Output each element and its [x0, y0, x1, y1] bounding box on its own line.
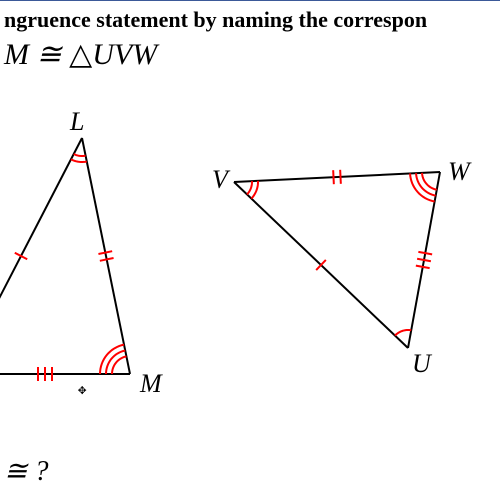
header-text: ngruence statement by naming the corresp…: [0, 1, 500, 33]
congruence-statement: M ≅ △UVW: [0, 33, 500, 72]
congruent-symbol: ≅: [37, 38, 70, 71]
svg-text:U: U: [412, 349, 433, 378]
diagram-svg: LM VWU ✥: [0, 110, 500, 430]
svg-text:V: V: [212, 165, 231, 194]
svg-text:W: W: [448, 157, 472, 186]
triangle-uvw: V W U: [212, 157, 472, 378]
tri-right: △UVW: [69, 38, 157, 71]
svg-text:M: M: [139, 369, 163, 398]
svg-text:L: L: [69, 110, 84, 136]
question-text: ≅ ?: [4, 454, 48, 488]
triangle-klm: LM: [0, 110, 163, 398]
move-cursor-icon: ✥: [78, 382, 87, 398]
tri-left: M: [4, 38, 29, 71]
